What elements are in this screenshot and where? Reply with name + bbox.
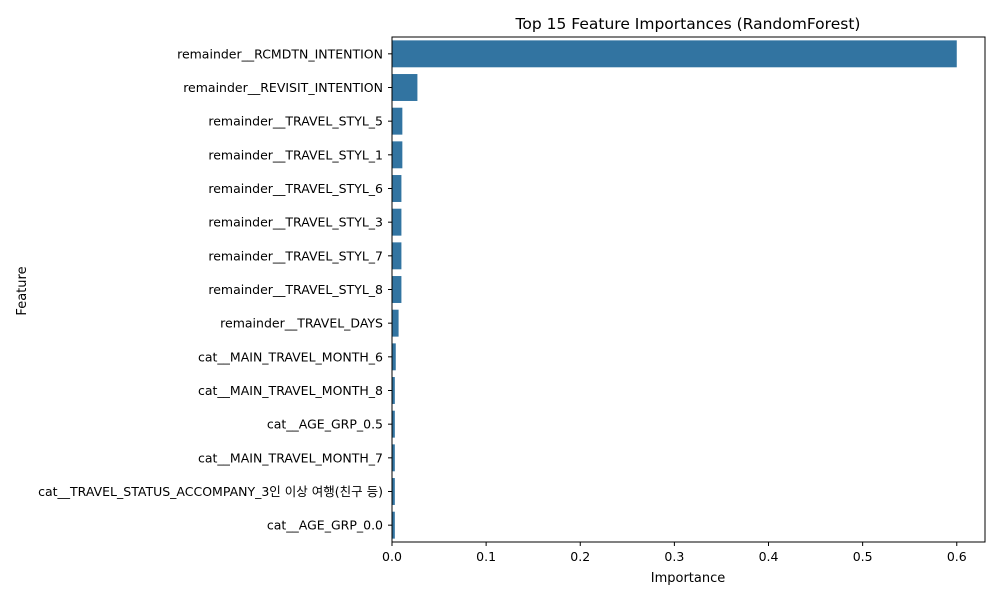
bar [392, 444, 395, 472]
x-tick-label: 0.2 [570, 549, 590, 564]
bar [392, 242, 402, 270]
bar [392, 511, 395, 539]
x-axis-ticks: 0.0 0.1 0.2 0.3 0.4 0.5 0.6 [382, 542, 967, 564]
chart-title: Top 15 Feature Importances (RandomForest… [515, 15, 861, 33]
y-tick-label: remainder__TRAVEL_STYL_1 [208, 147, 383, 162]
y-tick-label: remainder__TRAVEL_STYL_6 [208, 181, 383, 196]
bar [392, 478, 395, 505]
bar [392, 410, 395, 438]
y-tick-label: cat__AGE_GRP_0.5 [267, 417, 383, 432]
x-tick-label: 0.1 [476, 549, 496, 564]
x-axis-title: Importance [651, 571, 726, 586]
y-tick-label: remainder__TRAVEL_STYL_8 [208, 282, 383, 297]
x-tick-label: 0.0 [382, 549, 402, 564]
x-tick-label: 0.6 [947, 549, 967, 564]
x-tick-label: 0.5 [853, 549, 873, 564]
y-tick-label: remainder__TRAVEL_STYL_7 [208, 248, 383, 263]
y-axis-title: Feature [15, 266, 30, 315]
y-tick-label: remainder__RCMDTN_INTENTION [177, 46, 383, 61]
bar [392, 208, 402, 236]
bar [392, 175, 402, 202]
bar [392, 40, 957, 68]
bar [392, 141, 403, 169]
y-tick-label: remainder__REVISIT_INTENTION [183, 80, 383, 95]
x-tick-label: 0.4 [759, 549, 779, 564]
bar [392, 276, 402, 303]
bar [392, 343, 396, 371]
y-tick-label: cat__TRAVEL_STATUS_ACCOMPANY_3인 이상 여행(친구… [38, 484, 383, 499]
y-tick-label: cat__MAIN_TRAVEL_MONTH_6 [198, 349, 383, 364]
bar [392, 309, 399, 337]
y-tick-label: cat__AGE_GRP_0.0 [267, 518, 383, 533]
y-tick-label: remainder__TRAVEL_DAYS [220, 316, 383, 331]
y-tick-label: remainder__TRAVEL_STYL_5 [208, 114, 383, 129]
plot-frame [391, 36, 986, 543]
y-axis-ticks: remainder__RCMDTN_INTENTION remainder__RE… [38, 46, 392, 533]
x-tick-label: 0.3 [664, 549, 684, 564]
y-tick-label: cat__MAIN_TRAVEL_MONTH_8 [198, 383, 383, 398]
bar [392, 74, 418, 101]
bar [392, 107, 403, 135]
bar [392, 377, 395, 404]
y-tick-label: remainder__TRAVEL_STYL_3 [208, 215, 383, 230]
bars-group [392, 40, 957, 539]
y-tick-label: cat__MAIN_TRAVEL_MONTH_7 [198, 450, 383, 465]
